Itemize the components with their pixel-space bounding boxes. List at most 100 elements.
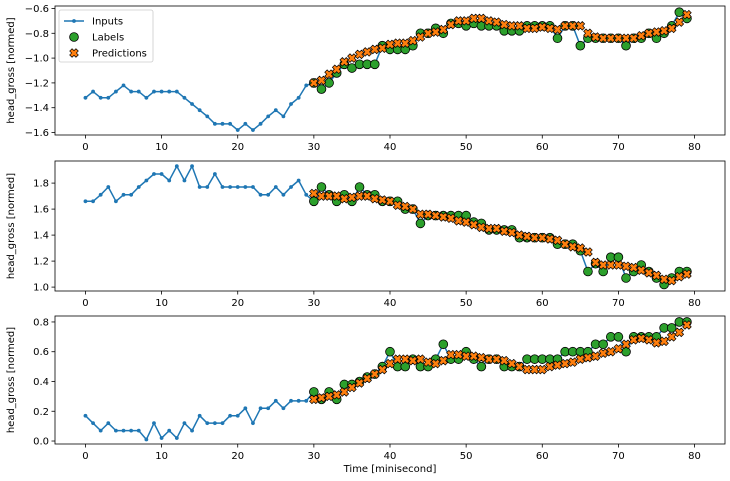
inputs-point: [121, 428, 126, 433]
labels-point: [324, 78, 334, 88]
inputs-point: [251, 421, 255, 426]
x-tick-label: 80: [688, 142, 701, 153]
inputs-point: [258, 121, 263, 126]
y-tick-label: −1.4: [25, 103, 49, 114]
x-tick-label: 50: [460, 142, 473, 153]
inputs-point: [182, 95, 187, 100]
inputs-point: [212, 121, 217, 126]
labels-point: [583, 266, 593, 277]
predictions-point: [377, 43, 388, 53]
inputs-point: [251, 185, 255, 189]
y-tick-label: 0.8: [33, 317, 49, 328]
labels-point: [621, 346, 631, 357]
predictions-point: [453, 349, 464, 360]
inputs-point: [152, 172, 156, 176]
x-tick-label: 70: [612, 142, 625, 153]
predictions-point: [583, 352, 593, 363]
inputs-point: [296, 398, 301, 403]
predictions-point: [339, 57, 350, 67]
predictions-point: [331, 64, 342, 75]
labels-point: [621, 40, 631, 51]
predictions-point: [491, 354, 502, 364]
x-tick-label: 30: [307, 451, 320, 462]
y-tick-label: −0.6: [25, 4, 49, 15]
inputs-point: [174, 89, 179, 94]
labels-point: [598, 339, 608, 350]
x-tick-label: 30: [307, 298, 320, 309]
predictions-point: [575, 354, 586, 364]
inputs-point: [273, 108, 278, 113]
predictions-point: [385, 358, 395, 369]
y-tick-label: −1.0: [25, 54, 49, 65]
legend-box: [58, 9, 154, 63]
predictions-point: [408, 355, 418, 366]
predictions-point: [430, 358, 441, 369]
inputs-point: [167, 178, 172, 183]
predictions-point: [598, 348, 608, 359]
x-tick-label: 0: [82, 451, 88, 462]
legend-inputs-marker: [72, 19, 76, 23]
inputs-point: [228, 413, 233, 418]
predictions-point: [621, 339, 631, 350]
inputs-point: [91, 89, 95, 94]
y-tick-label: 0.4: [33, 377, 49, 388]
inputs-point: [190, 164, 194, 169]
axes-frame: [54, 5, 726, 136]
x-tick-label: 20: [231, 142, 244, 153]
predictions-point: [666, 332, 677, 342]
inputs-point: [289, 102, 293, 106]
inputs-point: [304, 398, 309, 403]
predictions-point: [583, 247, 593, 257]
inputs-point: [174, 164, 179, 169]
predictions-point: [476, 352, 487, 363]
subplot-2: 0 10 20 30 40 50 60 70 80 1.0 1.2 1.4 1.6 1.8 head_gro…: [6, 160, 726, 309]
y-tick-label: 0.2: [33, 407, 49, 418]
predictions-point: [331, 390, 342, 400]
y-axis-label: head_gross [normed]: [6, 173, 17, 279]
predictions-point: [590, 351, 601, 361]
y-tick-label: 1.8: [33, 179, 49, 190]
labels-point: [316, 84, 327, 94]
x-tick-label: 70: [612, 451, 625, 462]
inputs-point: [235, 185, 240, 189]
predictions-point: [446, 19, 456, 30]
x-tick-label: 10: [155, 451, 168, 462]
inputs-point: [281, 192, 286, 197]
predictions-point: [545, 361, 555, 372]
x-tick-label: 80: [688, 298, 701, 309]
inputs-point: [152, 421, 156, 426]
predictions-point: [628, 335, 639, 345]
x-tick-label: 30: [307, 142, 320, 153]
inputs-point: [174, 436, 179, 440]
predictions-point: [362, 47, 372, 57]
legend-entry-label: Predictions: [92, 49, 147, 60]
labels-point: [666, 323, 677, 333]
predictions-point: [354, 378, 365, 388]
y-tick-label: 1.0: [33, 283, 49, 294]
labels-point: [575, 40, 586, 51]
x-tick-label: 60: [536, 298, 549, 309]
inputs-point: [182, 178, 187, 183]
predictions-point: [316, 75, 327, 86]
inputs-point: [273, 185, 278, 189]
predictions-point: [362, 373, 372, 384]
legend-entry-label: Labels: [92, 33, 124, 44]
inputs-point: [114, 428, 118, 433]
predictions-point: [606, 346, 616, 357]
inputs-point: [220, 121, 225, 126]
labels-point: [613, 332, 624, 342]
predictions-point: [651, 337, 662, 348]
legend-entry-label: Inputs: [92, 17, 123, 28]
predictions-point: [324, 69, 334, 80]
labels-point: [369, 59, 380, 70]
x-tick-label: 70: [612, 298, 625, 309]
subplot-1: 0 10 20 30 40 50 60 70 80 −1.6 −1.4 −1.2 −1.0 −0.8 −0.…: [6, 4, 726, 153]
predictions-point: [613, 343, 624, 354]
inputs-point: [289, 185, 293, 189]
inputs-point: [98, 428, 103, 433]
inputs-point: [266, 114, 271, 119]
inputs-point: [91, 199, 95, 204]
y-tick-label: −1.6: [25, 128, 49, 139]
inputs-point: [106, 95, 111, 100]
